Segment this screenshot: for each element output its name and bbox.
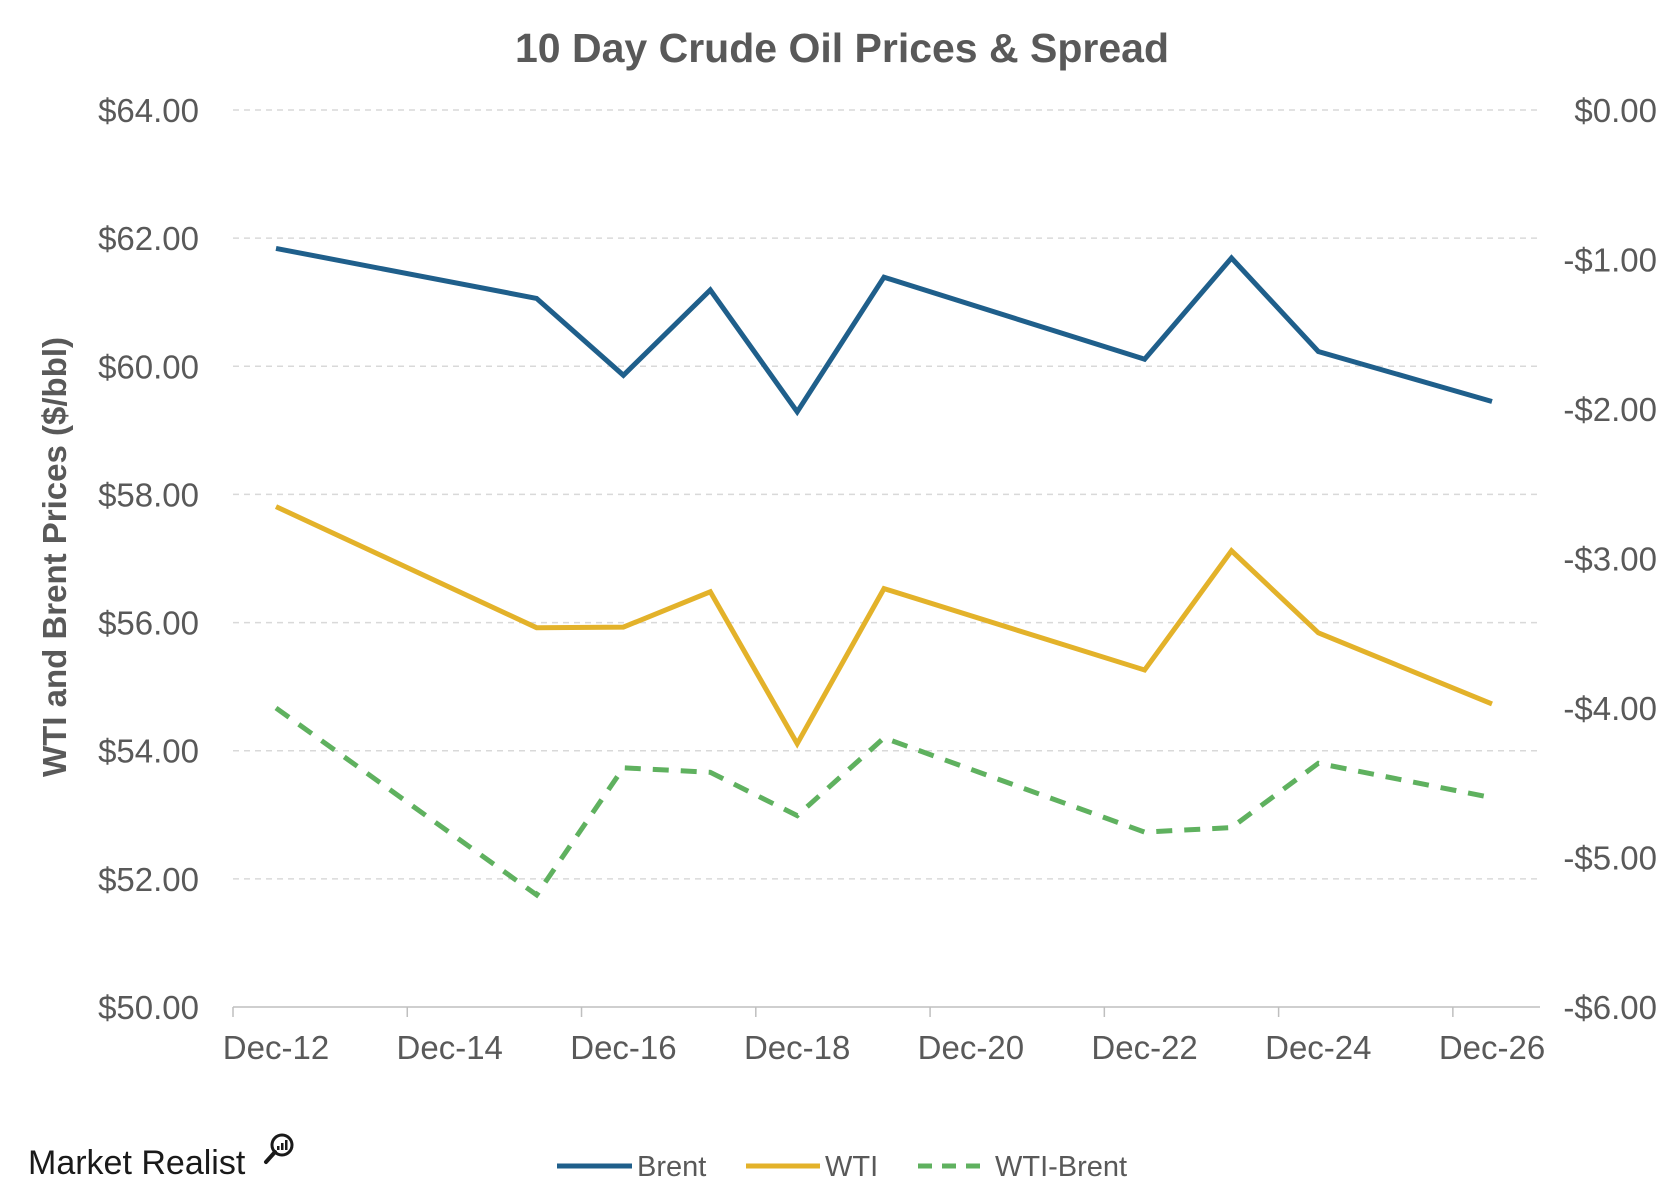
y2-tick-label: -$4.00 xyxy=(1563,690,1657,727)
x-tick-label: Dec-24 xyxy=(1265,1029,1371,1066)
y-tick-label: $60.00 xyxy=(98,348,199,385)
series-line-wti xyxy=(274,504,1493,749)
y2-tick-label: -$1.00 xyxy=(1563,242,1657,279)
y-axis-label: WTI and Brent Prices ($/bbl) xyxy=(36,337,73,777)
gridlines xyxy=(233,109,1540,880)
logo-text: Market Realist xyxy=(28,1144,246,1182)
y-tick-label: $64.00 xyxy=(98,92,199,129)
chart-title: 10 Day Crude Oil Prices & Spread xyxy=(515,25,1169,71)
x-tick-label: Dec-12 xyxy=(223,1029,329,1066)
y-tick-label: $58.00 xyxy=(98,476,199,513)
x-axis: Dec-12 Dec-14 Dec-16 Dec-18 Dec-20 Dec-22 Dec-… xyxy=(223,1007,1545,1066)
series-line-brent xyxy=(275,245,1493,417)
x-tick-label: Dec-26 xyxy=(1439,1029,1545,1066)
y2-tick-label: -$5.00 xyxy=(1563,840,1657,877)
y-tick-label: $62.00 xyxy=(98,220,199,257)
x-tick-label: Dec-14 xyxy=(397,1029,503,1066)
y2-tick-label: -$6.00 xyxy=(1563,989,1657,1026)
legend-label: WTI-Brent xyxy=(995,1151,1127,1183)
x-tick-label: Dec-16 xyxy=(570,1029,676,1066)
x-tick-label: Dec-22 xyxy=(1091,1029,1197,1066)
legend-label: WTI xyxy=(825,1151,878,1183)
y-axis-right: -$6.00 -$5.00 -$4.00 -$3.00 -$2.00 -$1.00 $0.0… xyxy=(1563,92,1657,1026)
y-axis-left: $50.00 $52.00 $54.00 $56.00 $58.00 $60.00 $62.… xyxy=(98,92,199,1026)
y2-tick-label: -$2.00 xyxy=(1563,391,1657,428)
x-tick-label: Dec-20 xyxy=(918,1029,1024,1066)
y-tick-label: $54.00 xyxy=(98,733,199,770)
y-tick-label: $52.00 xyxy=(98,861,199,898)
y-tick-label: $56.00 xyxy=(98,605,199,642)
series-layer xyxy=(274,245,1493,899)
y2-tick-label: -$3.00 xyxy=(1563,541,1657,578)
legend: Brent WTI WTI-Brent xyxy=(557,1151,1127,1183)
legend-label: Brent xyxy=(637,1151,706,1183)
magnifier-chart-icon xyxy=(264,1133,294,1164)
y2-tick-label: $0.00 xyxy=(1574,92,1657,129)
y-tick-label: $50.00 xyxy=(98,989,199,1026)
x-tick-label: Dec-18 xyxy=(744,1029,850,1066)
market-realist-logo: Market Realist xyxy=(28,1133,294,1182)
series-line-wti-brent xyxy=(274,705,1493,899)
